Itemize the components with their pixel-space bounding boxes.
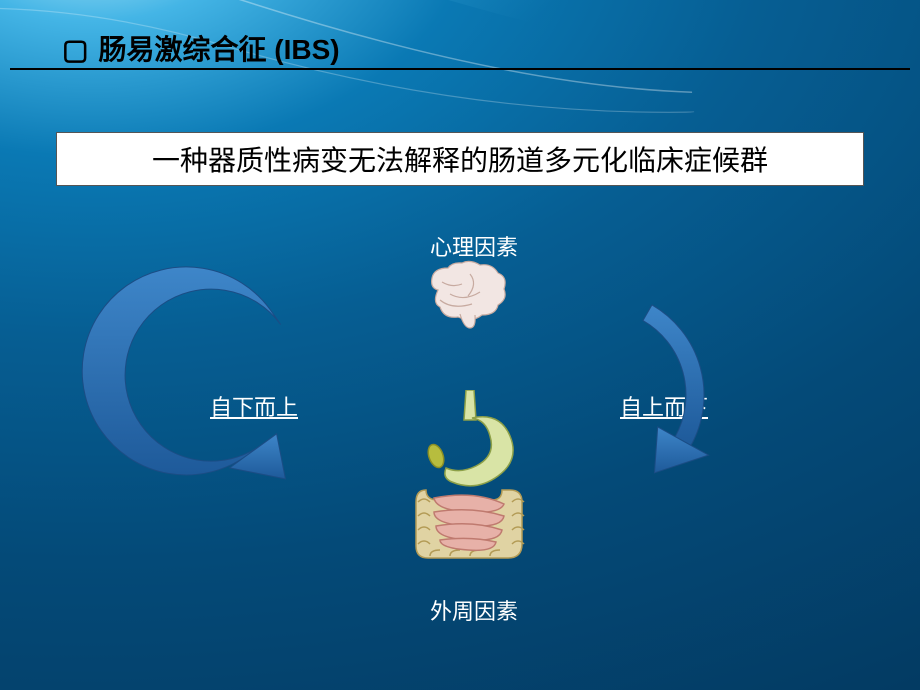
arrow-bottom-up xyxy=(82,267,285,479)
cycle-diagram: 心理因素 外周因素 自下而上 自上而下 xyxy=(0,200,920,690)
title-text: 肠易激综合征 (IBS) xyxy=(98,34,339,65)
subtitle-text: 一种器质性病变无法解释的肠道多元化临床症候群 xyxy=(152,139,768,179)
subtitle-box: 一种器质性病变无法解释的肠道多元化临床症候群 xyxy=(56,132,864,186)
slide-title: ▢ 肠易激综合征 (IBS) xyxy=(62,28,340,68)
cycle-arrows xyxy=(0,200,920,690)
arrow-top-down xyxy=(643,305,708,473)
title-bullet: ▢ xyxy=(62,34,88,65)
title-underline xyxy=(10,68,910,70)
